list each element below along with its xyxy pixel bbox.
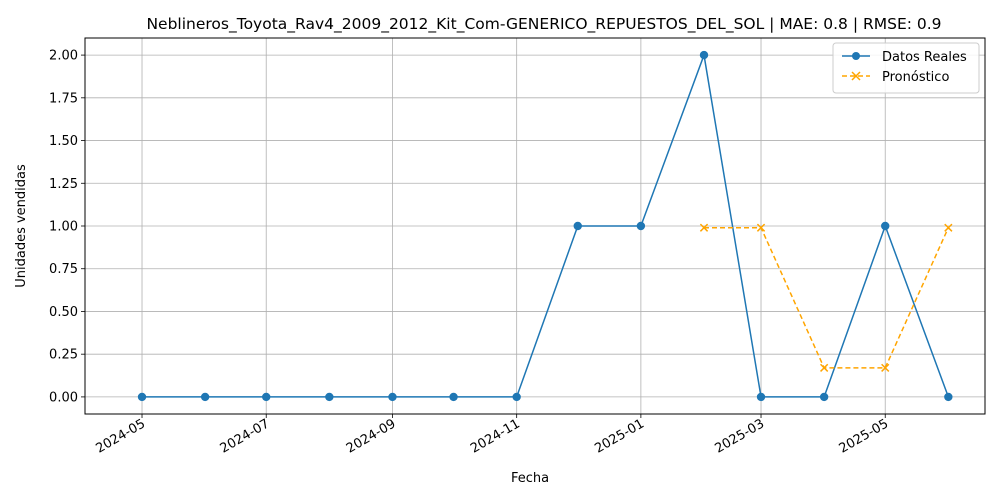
y-tick-label: 2.00: [49, 49, 78, 64]
series-line-datos-reales: [142, 52, 950, 398]
y-tick-label: 1.75: [49, 91, 78, 106]
legend-label-pronostico: Pronóstico: [882, 70, 949, 85]
data-point-datos-reales: [449, 392, 458, 402]
data-point-datos-reales: [944, 392, 953, 402]
legend-label-datos-reales: Datos Reales: [882, 50, 967, 65]
data-point-datos-reales: [636, 221, 646, 231]
data-point-pronostico: [699, 223, 709, 232]
data-point-datos-reales: [388, 392, 397, 402]
data-point-pronostico: [881, 363, 890, 372]
y-axis-label: Unidades vendidas: [14, 164, 29, 288]
legend: Datos Reales Pronóstico: [832, 42, 980, 94]
data-point-datos-reales: [819, 392, 829, 402]
data-point-datos-reales: [200, 392, 210, 402]
data-point-datos-reales: [137, 392, 147, 402]
data-point-datos-reales: [756, 392, 766, 402]
y-tick-label: 0.75: [49, 262, 78, 277]
y-tick-label: 1.00: [49, 220, 78, 235]
grid: [85, 38, 985, 414]
y-tick-label: 1.50: [49, 134, 78, 149]
data-point-datos-reales: [512, 392, 521, 402]
data-point-pronostico: [820, 363, 829, 372]
y-tick-label: 0.00: [49, 390, 78, 405]
data-point-datos-reales: [573, 221, 582, 231]
series-layer: [137, 50, 953, 402]
x-axis-label: Fecha: [511, 471, 549, 486]
legend-marker-pronostico: [851, 71, 861, 81]
y-axis: 0.00 0.25 0.50 0.75 1.00 1.25 1.50 1.75 2.00: [49, 49, 85, 405]
data-point-datos-reales: [699, 50, 709, 60]
data-point-pronostico: [944, 223, 953, 232]
data-point-datos-reales: [262, 392, 271, 402]
y-tick-label: 0.25: [49, 348, 78, 363]
y-tick-label: 1.25: [49, 177, 78, 192]
data-point-datos-reales: [325, 392, 334, 402]
data-point-pronostico: [756, 223, 766, 232]
data-point-datos-reales: [881, 221, 890, 231]
legend-marker-datos-reales: [852, 52, 860, 60]
chart-title: Neblineros_Toyota_Rav4_2009_2012_Kit_Com…: [146, 15, 941, 34]
y-tick-label: 0.50: [49, 305, 78, 320]
